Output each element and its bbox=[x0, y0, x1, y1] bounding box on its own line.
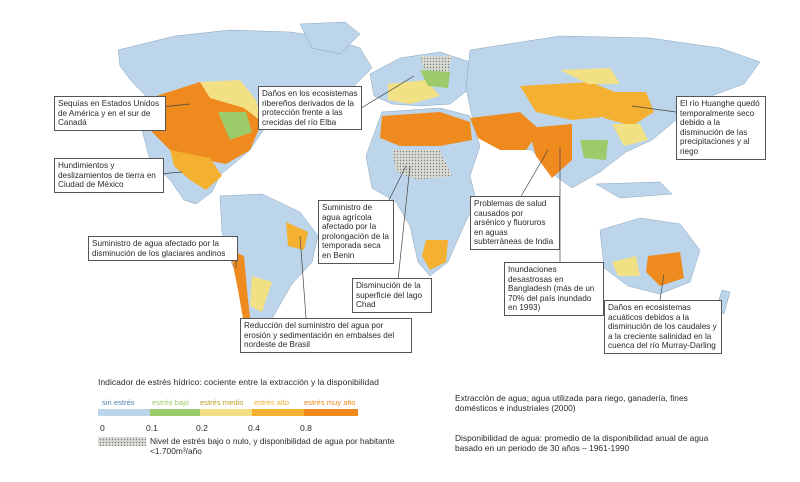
callout-lake-chad: Disminución de la superficie del lago Ch… bbox=[352, 278, 432, 313]
region-se-asia-low bbox=[580, 140, 608, 160]
region-usa-low bbox=[218, 112, 252, 140]
region-europe-scarcity bbox=[420, 56, 452, 72]
callout-huanghe-river: El río Huanghe quedó temporalmente seco … bbox=[676, 96, 766, 160]
callout-benin: Suministro de agua agrícola afectado por… bbox=[318, 200, 394, 264]
region-murray-darling-stress bbox=[646, 252, 684, 286]
legend-tick-0: 0 bbox=[100, 423, 105, 433]
callout-us-drought: Sequías en Estados Unidos de América y e… bbox=[54, 96, 166, 131]
region-australia-medium bbox=[612, 256, 640, 276]
legend-tick-0-2: 0.2 bbox=[196, 423, 208, 433]
region-mexico-stress bbox=[170, 150, 222, 190]
region-sahel-scarcity bbox=[392, 150, 452, 180]
legend-swatch-very-high-stress bbox=[304, 409, 358, 416]
legend-scarcity-note: Nivel de estrés bajo o nulo, y disponibi… bbox=[150, 436, 395, 457]
region-argentina-medium bbox=[250, 276, 272, 312]
legend-label-no-stress: sin estrés bbox=[102, 398, 135, 407]
callout-andean-glaciers: Suministro de agua afectado por la dismi… bbox=[88, 236, 238, 262]
region-brazil-ne-stress bbox=[286, 222, 308, 250]
note-availability: Disponibilidad de agua: promedio de la d… bbox=[455, 433, 709, 454]
legend-swatch-medium-stress bbox=[200, 409, 252, 416]
region-europe-low bbox=[420, 70, 450, 88]
region-central-asia-stress bbox=[520, 82, 620, 120]
callout-murray-darling: Daños en ecosistemas acuáticos debidos a… bbox=[604, 300, 722, 354]
callout-brazil-northeast: Reducción del suministro del agua por er… bbox=[240, 318, 412, 353]
legend-swatch-low-stress bbox=[150, 409, 200, 416]
legend-label-low-stress: estrés bajo bbox=[152, 398, 190, 407]
note-withdrawal: Extracción de agua; agua utilizada para … bbox=[455, 393, 688, 414]
callout-mexico-subsidence: Hundimientos y deslizamientos de tierra … bbox=[54, 158, 164, 193]
legend-title: Indicador de estrés hídrico: cociente en… bbox=[98, 377, 379, 387]
region-middle-east-stress bbox=[470, 112, 540, 150]
callout-india-arsenic: Problemas de salud causados por arsénico… bbox=[470, 196, 560, 250]
region-andes-stress bbox=[230, 250, 252, 334]
region-china-medium bbox=[612, 124, 648, 146]
region-china-stress bbox=[600, 92, 654, 126]
legend-swatch-high-stress bbox=[252, 409, 304, 416]
legend-label-medium-stress: estrés medio bbox=[200, 398, 244, 407]
region-europe-medium bbox=[388, 80, 440, 104]
region-india-stress bbox=[528, 124, 572, 178]
region-usa-medium bbox=[200, 80, 262, 122]
region-greenland bbox=[299, 21, 361, 55]
legend-scarcity-swatch bbox=[98, 437, 146, 446]
callout-bangladesh-floods: Inundaciones desastrosas en Bangladesh (… bbox=[504, 262, 604, 316]
region-central-asia-medium bbox=[560, 68, 620, 84]
legend-tick-0-4: 0.4 bbox=[248, 423, 260, 433]
legend-swatch-no-stress bbox=[98, 409, 150, 416]
region-south-africa-stress bbox=[422, 240, 448, 270]
legend-tick-0-8: 0.8 bbox=[300, 423, 312, 433]
legend-label-very-high-stress: estrés muy alto bbox=[304, 398, 356, 407]
legend-tick-0-1: 0.1 bbox=[146, 423, 158, 433]
region-north-africa-stress bbox=[380, 112, 472, 146]
callout-elbe-river: Daños en los ecosistemas ribereños deriv… bbox=[258, 86, 362, 131]
legend-label-high-stress: estrés alto bbox=[254, 398, 290, 407]
region-indonesia bbox=[595, 181, 673, 199]
